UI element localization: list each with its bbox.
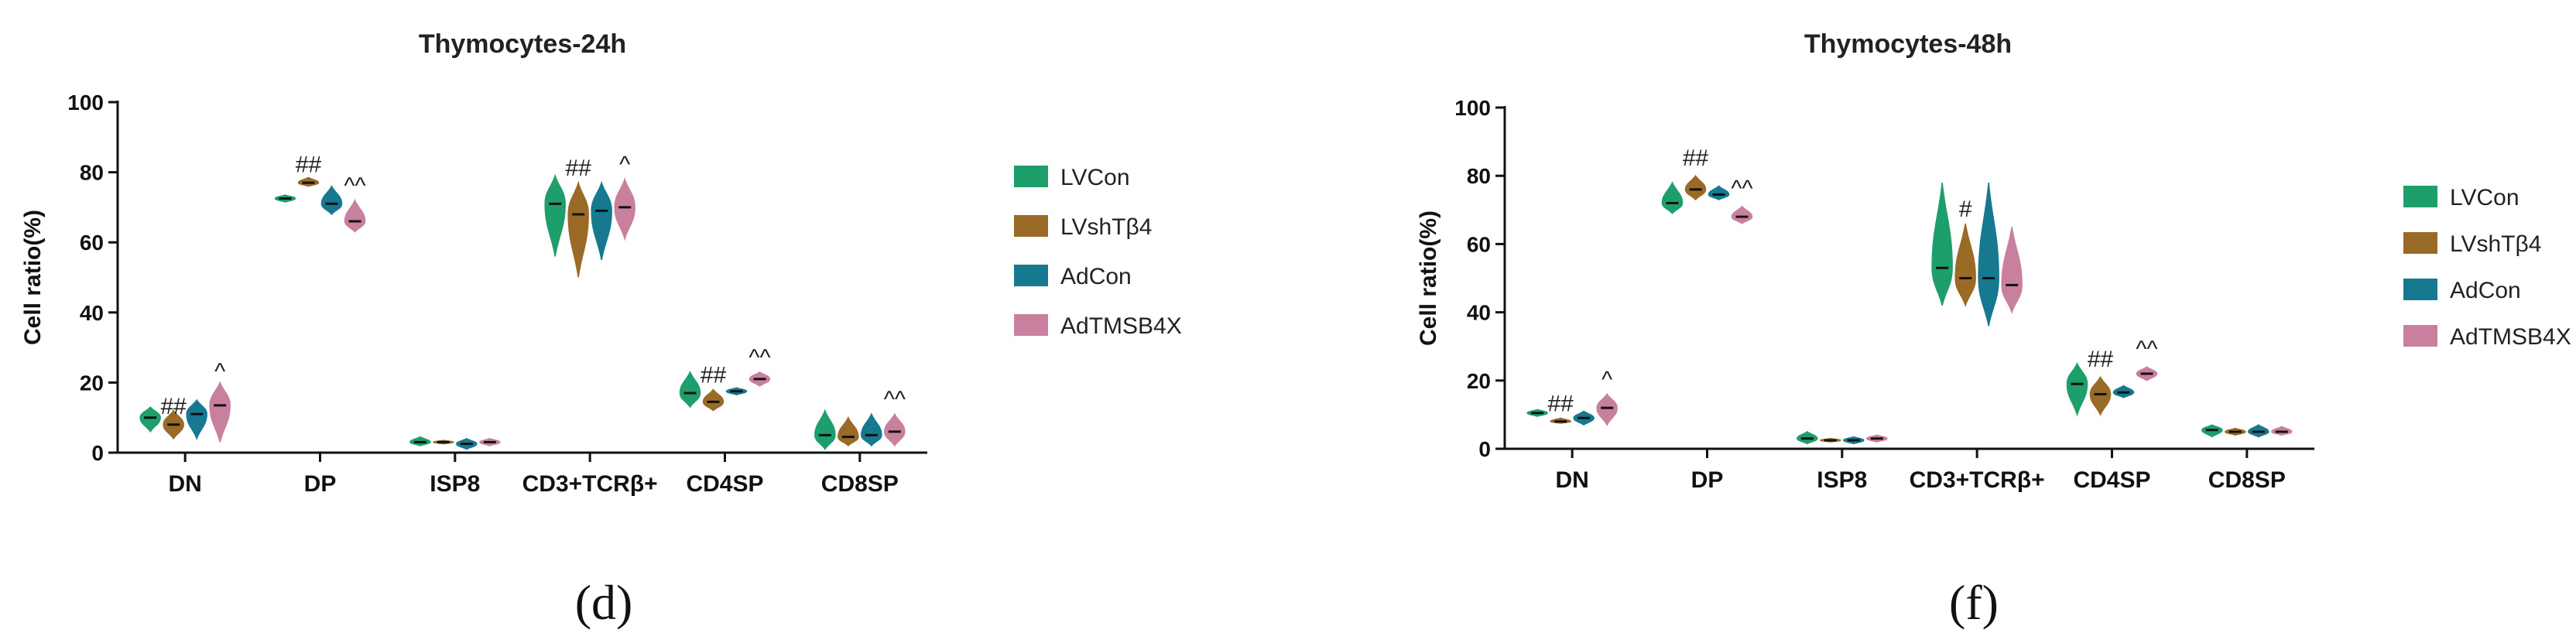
violin-LVCon-CD8SP (814, 409, 836, 450)
violin-LVshTβ4-CD4SP (2089, 375, 2112, 416)
violin-AdTMSB4X-DP (344, 198, 366, 233)
legend-swatch-AdTMSB4X (1014, 314, 1048, 336)
violin-AdTMSB4X-DN (209, 381, 231, 443)
x-tick-label: DP (1691, 467, 1724, 493)
violin-LVCon-CD3+TCRβ+ (544, 173, 566, 257)
violin-AdTMSB4X-DN (1596, 393, 1618, 426)
violin-LVCon-CD3+TCRβ+ (1931, 182, 1953, 306)
y-tick-label: 0 (1478, 437, 1491, 461)
y-tick-label: 40 (1467, 301, 1491, 325)
significance-marker: ^^ (344, 173, 365, 199)
x-tick-label: CD3+TCRβ+ (522, 471, 658, 497)
significance-marker: ## (701, 362, 727, 388)
violin-AdTMSB4X-DP (1731, 205, 1753, 224)
violin-LVshTβ4-CD3+TCRβ+ (567, 180, 589, 278)
significance-marker: ## (296, 152, 322, 178)
x-tick-label: DN (168, 471, 201, 497)
y-axis-label: Cell ratio(%) (1416, 210, 1441, 346)
significance-marker: ^^ (1731, 176, 1752, 202)
legend-label: LVshTβ4 (2450, 231, 2541, 257)
violin-LVCon-DN (139, 405, 161, 433)
x-tick-label: ISP8 (1817, 467, 1867, 493)
violin-AdCon-DP (1708, 185, 1730, 200)
panel-label: (f) (1949, 575, 1999, 630)
legend-swatch-AdCon (2403, 279, 2437, 300)
violin-AdTMSB4X-CD3+TCRβ+ (614, 177, 635, 241)
significance-marker: ^^ (2136, 337, 2157, 362)
x-tick-label: ISP8 (430, 471, 480, 497)
significance-marker: ## (565, 156, 591, 181)
significance-marker: ^^ (884, 387, 906, 412)
legend-swatch-LVshTβ4 (2403, 232, 2437, 254)
y-tick-label: 60 (1467, 232, 1491, 256)
y-tick-label: 0 (91, 441, 104, 465)
significance-marker: ^ (1601, 368, 1612, 393)
y-tick-label: 20 (80, 371, 104, 395)
legend-swatch-LVCon (2403, 186, 2437, 207)
legend-swatch-LVCon (1014, 166, 1048, 187)
violin-LVshTβ4-CD4SP (702, 388, 724, 412)
violin-LVshTβ4-CD8SP (838, 416, 859, 446)
x-tick-label: DP (304, 471, 337, 497)
legend-swatch-AdTMSB4X (2403, 325, 2437, 347)
y-tick-label: 80 (1467, 164, 1491, 188)
legend-label: LVCon (1060, 165, 1130, 190)
significance-marker: ^^ (748, 345, 770, 371)
significance-marker: ## (1547, 391, 1574, 416)
y-tick-label: 60 (80, 231, 104, 255)
violin-AdCon-CD3+TCRβ+ (1978, 182, 1999, 327)
legend-label: AdCon (1060, 264, 1132, 289)
chart-panel-2: Thymocytes-48h Cell ratio(%) 0 20 40 60 80 100 D… (1416, 29, 2571, 630)
panel-label: (d) (575, 575, 633, 630)
violin-LVCon-DP (1661, 181, 1684, 214)
violin-LVCon-CD4SP (679, 370, 701, 409)
y-tick-label: 100 (1454, 96, 1491, 120)
x-tick-label: CD8SP (821, 471, 899, 497)
legend-swatch-AdCon (1014, 265, 1048, 286)
significance-marker: ## (2088, 347, 2114, 372)
violin-AdCon-DP (320, 185, 343, 216)
significance-marker: ## (160, 394, 187, 419)
y-tick-label: 20 (1467, 369, 1491, 393)
legend-label: AdCon (2450, 278, 2521, 303)
violin-AdCon-DN (186, 398, 207, 441)
x-tick-label: CD4SP (686, 471, 763, 497)
violin-LVshTβ4-CD3+TCRβ+ (1954, 223, 1976, 308)
significance-marker: # (1959, 197, 1972, 222)
chart-title: Thymocytes-24h (419, 29, 626, 59)
y-tick-label: 40 (80, 301, 104, 325)
legend-swatch-LVshTβ4 (1014, 215, 1048, 237)
x-tick-label: CD4SP (2073, 467, 2150, 493)
chart-panel-1: Thymocytes-24h Cell ratio(%) 0 20 40 60 80 100 D… (20, 29, 1182, 630)
violin-LVshTβ4-DP (1684, 174, 1707, 201)
y-axis-label: Cell ratio(%) (20, 210, 46, 345)
x-tick-label: CD8SP (2208, 467, 2286, 493)
violin-AdCon-CD8SP (861, 412, 882, 447)
x-tick-label: DN (1555, 467, 1588, 493)
legend-label: LVshTβ4 (1060, 214, 1152, 240)
violin-AdTMSB4X-CD8SP (884, 412, 906, 447)
violin-AdCon-CD3+TCRβ+ (591, 180, 612, 260)
significance-marker: ^ (619, 152, 630, 178)
violin-AdTMSB4X-CD3+TCRβ+ (2001, 227, 2023, 315)
y-tick-label: 100 (67, 91, 104, 115)
chart-title: Thymocytes-48h (1804, 29, 2012, 59)
y-tick-label: 80 (80, 161, 104, 185)
significance-marker: ## (1683, 145, 1709, 171)
x-tick-label: CD3+TCRβ+ (1910, 467, 2045, 493)
legend-label: LVCon (2450, 185, 2519, 210)
significance-marker: ^ (214, 359, 225, 385)
violin-LVCon-CD4SP (2066, 361, 2088, 417)
legend-label: AdTMSB4X (1060, 313, 1182, 339)
legend-label: AdTMSB4X (2450, 324, 2571, 350)
